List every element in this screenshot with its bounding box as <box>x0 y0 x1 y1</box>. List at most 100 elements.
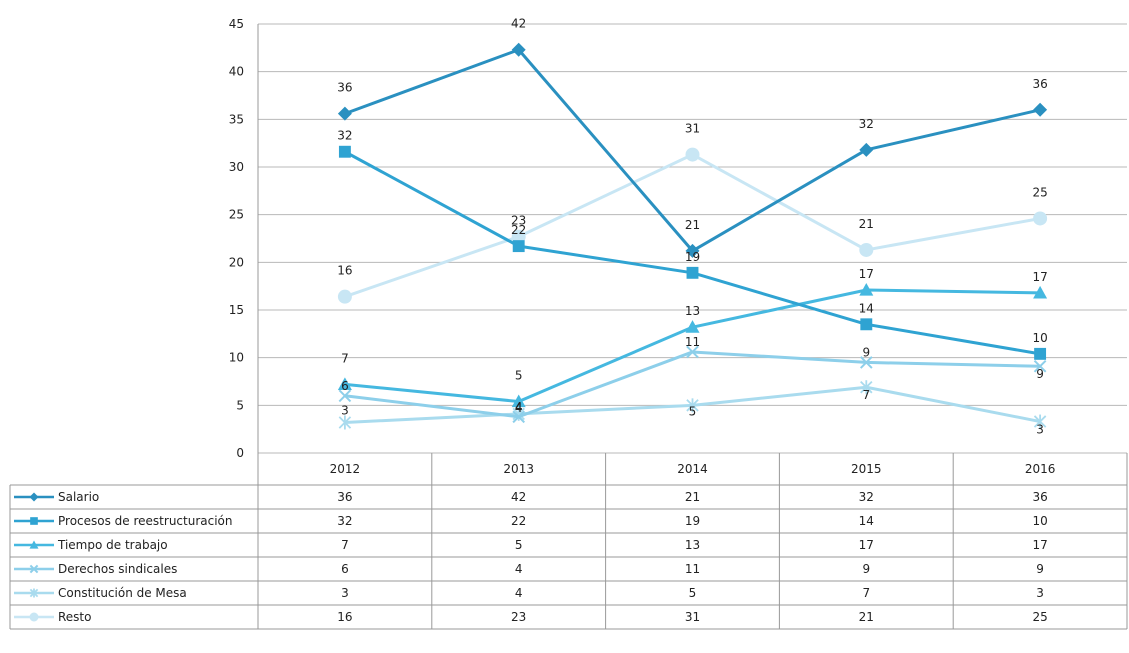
table-cell-value: 10 <box>1032 514 1047 528</box>
data-point <box>511 229 526 244</box>
table-cell-value: 4 <box>515 562 523 576</box>
y-tick-label: 5 <box>236 398 244 412</box>
y-tick-label: 35 <box>229 112 244 126</box>
legend-circle-icon <box>29 612 39 622</box>
data-point <box>1033 359 1047 373</box>
marker-stroke <box>338 389 352 403</box>
data-point <box>685 243 700 258</box>
table-cell-value: 36 <box>337 490 352 504</box>
data-label: 21 <box>685 218 700 232</box>
data-label: 16 <box>337 264 352 278</box>
data-label: 25 <box>1032 185 1047 199</box>
table-cell-value: 42 <box>511 490 526 504</box>
y-tick-label: 0 <box>236 446 244 460</box>
data-label: 4 <box>515 401 523 415</box>
series-lines <box>337 42 1048 430</box>
data-label: 7 <box>862 388 870 402</box>
data-point <box>512 410 526 424</box>
table-cell-value: 21 <box>859 610 874 624</box>
data-point <box>338 145 351 158</box>
x-tick-label: 2015 <box>851 462 882 476</box>
data-label: 32 <box>337 129 352 143</box>
table-cell-value: 7 <box>862 586 870 600</box>
data-point <box>337 377 352 390</box>
data-point <box>1034 347 1047 360</box>
y-tick-label: 25 <box>229 208 244 222</box>
data-point <box>859 142 874 157</box>
legend-x-icon <box>29 564 39 574</box>
table-cell-value: 5 <box>515 538 523 552</box>
marker-stroke <box>512 410 526 424</box>
data-label: 13 <box>685 304 700 318</box>
legend-square-icon <box>30 517 38 525</box>
data-label: 7 <box>341 351 349 365</box>
y-tick-label: 15 <box>229 303 244 317</box>
x-tick-label: 2014 <box>677 462 708 476</box>
data-label: 21 <box>859 217 874 231</box>
y-tick-label: 10 <box>229 351 244 365</box>
legend-diamond-icon <box>29 492 39 502</box>
data-point <box>1033 414 1047 429</box>
legend-triangle-icon <box>29 540 39 549</box>
marker-stroke <box>1033 359 1047 373</box>
legend-label: Resto <box>58 610 91 624</box>
data-point <box>337 289 352 304</box>
data-label: 9 <box>1036 367 1044 381</box>
marker-stroke <box>686 345 699 359</box>
data-point <box>860 318 873 331</box>
legend-label: Tiempo de trabajo <box>57 538 168 552</box>
data-label: 10 <box>1032 331 1047 345</box>
table-cell-value: 14 <box>859 514 874 528</box>
data-label: 6 <box>341 379 349 393</box>
data-label: 19 <box>685 250 700 264</box>
data-point <box>512 240 525 253</box>
marker-stroke <box>29 564 39 574</box>
table-cell-value: 21 <box>685 490 700 504</box>
table-cell-value: 19 <box>685 514 700 528</box>
table-cell-value: 23 <box>511 610 526 624</box>
data-point <box>1033 102 1048 117</box>
table-cell-value: 36 <box>1032 490 1047 504</box>
table-cell-value: 11 <box>685 562 700 576</box>
table-cell-value: 32 <box>859 490 874 504</box>
legend-label: Derechos sindicales <box>58 562 177 576</box>
data-label: 31 <box>685 122 700 136</box>
table-cell-value: 16 <box>337 610 352 624</box>
data-label: 14 <box>859 301 874 315</box>
data-point <box>337 106 352 121</box>
data-point <box>338 389 352 403</box>
table-cell-value: 17 <box>859 538 874 552</box>
data-point <box>511 394 526 408</box>
x-tick-label: 2016 <box>1025 462 1056 476</box>
data-label: 17 <box>859 267 874 281</box>
table-cell-value: 22 <box>511 514 526 528</box>
table-cell-value: 7 <box>341 538 349 552</box>
data-label: 3 <box>1036 423 1044 437</box>
legend-star-icon <box>29 588 39 598</box>
data-point <box>685 147 700 162</box>
table-cell-value: 3 <box>341 586 349 600</box>
y-tick-label: 45 <box>229 17 244 31</box>
table-cell-value: 25 <box>1032 610 1047 624</box>
table-cell-value: 4 <box>515 586 523 600</box>
data-point <box>860 380 873 395</box>
legend-label: Procesos de reestructuración <box>58 514 233 528</box>
data-point <box>1033 285 1048 299</box>
data-point <box>338 415 352 430</box>
table-cell-value: 3 <box>1036 586 1044 600</box>
data-label: 3 <box>341 403 349 417</box>
data-point <box>859 356 873 369</box>
table-cell-value: 9 <box>862 562 870 576</box>
y-tick-label: 40 <box>229 65 244 79</box>
data-label: 42 <box>511 17 526 31</box>
data-label: 11 <box>685 335 700 349</box>
data-point <box>685 320 700 333</box>
data-label: 5 <box>515 369 523 383</box>
data-point <box>859 282 874 296</box>
x-tick-label: 2012 <box>330 462 361 476</box>
